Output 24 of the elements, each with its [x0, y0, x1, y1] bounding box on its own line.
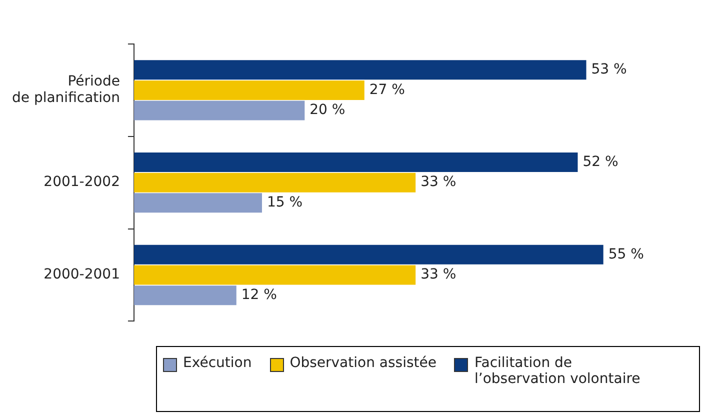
data-label: 33 % — [420, 174, 456, 190]
data-label: 52 % — [582, 154, 618, 170]
y-tick-label: 2000-2001 — [44, 266, 120, 283]
y-tick-label: Période de planification — [12, 73, 120, 106]
data-label: 20 % — [310, 102, 346, 118]
bar — [134, 60, 586, 80]
y-tick-label: 2001-2002 — [44, 174, 120, 190]
bar — [134, 286, 236, 306]
data-label: 15 % — [266, 194, 303, 211]
bar — [134, 244, 604, 264]
bar — [134, 152, 578, 172]
bar — [134, 100, 305, 120]
data-label: 53 % — [591, 62, 627, 78]
legend-label: Facilitation de l’observation volontaire — [474, 355, 640, 387]
data-label: 33 % — [420, 266, 456, 283]
legend-label: Observation assistée — [290, 355, 436, 371]
bar — [134, 172, 416, 192]
legend-label: Exécution — [183, 355, 252, 371]
bar — [134, 80, 364, 100]
bar — [134, 193, 262, 213]
bar — [134, 265, 416, 285]
data-label: 12 % — [241, 286, 277, 303]
data-label: 55 % — [608, 246, 644, 262]
data-label: 27 % — [369, 82, 405, 98]
